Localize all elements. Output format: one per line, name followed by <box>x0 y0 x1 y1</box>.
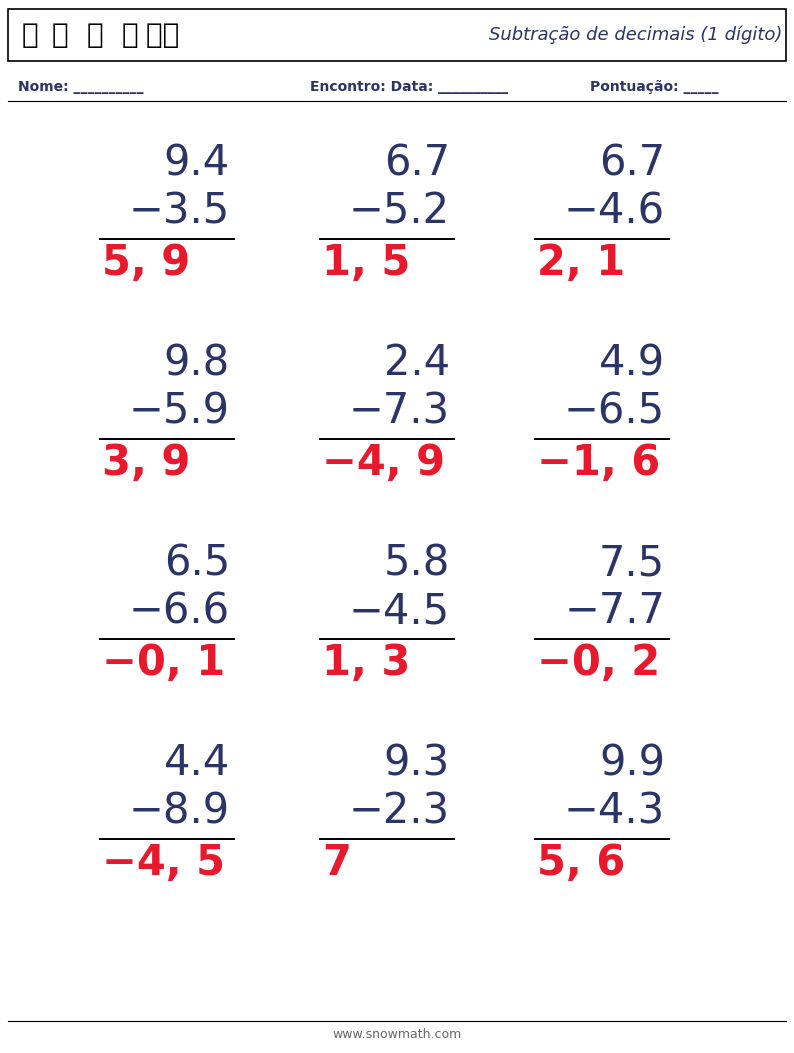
Bar <box>8 9 786 61</box>
Text: 4.9: 4.9 <box>599 342 665 384</box>
Text: −8.9: −8.9 <box>129 790 230 832</box>
Text: 🌾: 🌾 <box>21 21 38 49</box>
Text: −4.5: −4.5 <box>349 590 450 632</box>
Text: 3, 9: 3, 9 <box>102 442 191 484</box>
Text: 9.8: 9.8 <box>164 342 230 384</box>
Text: −4.3: −4.3 <box>564 790 665 832</box>
Text: Nome: __________: Nome: __________ <box>18 80 144 94</box>
Text: 9.4: 9.4 <box>164 142 230 184</box>
Text: 1, 5: 1, 5 <box>322 242 410 284</box>
Text: −6.6: −6.6 <box>129 590 230 632</box>
Text: −1, 6: −1, 6 <box>537 442 661 484</box>
Text: 9.3: 9.3 <box>384 742 450 784</box>
Text: 4.4: 4.4 <box>164 742 230 784</box>
Text: 7: 7 <box>322 842 351 885</box>
Text: Encontro: Data: __________: Encontro: Data: __________ <box>310 80 508 94</box>
Text: −5.9: −5.9 <box>129 390 230 432</box>
Text: 6.7: 6.7 <box>384 142 450 184</box>
Text: −6.5: −6.5 <box>564 390 665 432</box>
Text: 6.7: 6.7 <box>599 142 665 184</box>
Text: −7.3: −7.3 <box>349 390 450 432</box>
Text: −7.7: −7.7 <box>564 590 665 632</box>
Text: 5, 6: 5, 6 <box>537 842 625 885</box>
Text: 🥖: 🥖 <box>87 21 103 49</box>
Text: 1, 3: 1, 3 <box>322 642 410 684</box>
Text: 🫙: 🫙 <box>121 21 138 49</box>
Text: −4, 5: −4, 5 <box>102 842 225 885</box>
Text: −2.3: −2.3 <box>349 790 450 832</box>
Text: 2, 1: 2, 1 <box>537 242 625 284</box>
Text: 6.5: 6.5 <box>164 542 230 584</box>
Text: 9.9: 9.9 <box>599 742 665 784</box>
Text: −0, 2: −0, 2 <box>537 642 660 684</box>
Text: www.snowmath.com: www.snowmath.com <box>333 1029 461 1041</box>
Text: −5.2: −5.2 <box>349 190 450 232</box>
Text: 🍵: 🍵 <box>52 21 68 49</box>
Text: 5.8: 5.8 <box>384 542 450 584</box>
Text: 👨‍🍳: 👨‍🍳 <box>146 21 179 49</box>
Text: 2.4: 2.4 <box>384 342 450 384</box>
Text: −4, 9: −4, 9 <box>322 442 445 484</box>
Text: −0, 1: −0, 1 <box>102 642 225 684</box>
Text: −3.5: −3.5 <box>129 190 230 232</box>
Text: Subtração de decimais (1 dígito): Subtração de decimais (1 dígito) <box>488 25 782 44</box>
Text: −4.6: −4.6 <box>564 190 665 232</box>
Text: 7.5: 7.5 <box>599 542 665 584</box>
Text: Pontuação: _____: Pontuação: _____ <box>590 80 719 94</box>
Text: 5, 9: 5, 9 <box>102 242 190 284</box>
